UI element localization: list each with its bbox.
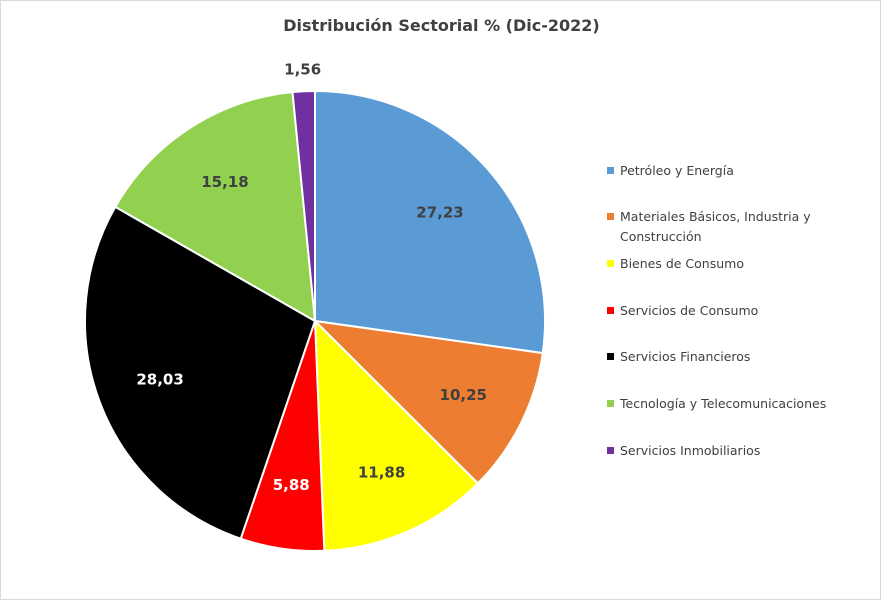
chart-title: Distribución Sectorial % (Dic-2022)	[283, 16, 600, 35]
legend-item: Tecnología y Telecomunicaciones	[607, 394, 847, 414]
data-label-1: 10,25	[440, 386, 487, 404]
legend-marker-icon	[607, 213, 614, 220]
legend-item: Materiales Básicos, Industria y Construc…	[607, 207, 847, 247]
data-label-6: 1,56	[284, 60, 321, 78]
legend-marker-icon	[607, 447, 614, 454]
data-label-2: 11,88	[358, 464, 405, 482]
legend-marker-icon	[607, 353, 614, 360]
legend-label: Tecnología y Telecomunicaciones	[620, 396, 827, 411]
data-label-0: 27,23	[416, 203, 463, 221]
legend-marker-icon	[607, 400, 614, 407]
legend-marker-icon	[607, 167, 614, 174]
pie-slice-6	[291, 89, 316, 322]
pie-slice-2	[313, 318, 480, 552]
legend-item: Bienes de Consumo	[607, 254, 847, 274]
legend-label: Materiales Básicos, Industria y Construc…	[620, 209, 811, 244]
data-label-3: 5,88	[273, 476, 310, 494]
data-label-5: 15,18	[201, 173, 248, 191]
legend-label: Bienes de Consumo	[620, 256, 744, 271]
legend-label: Servicios Financieros	[620, 349, 751, 364]
legend-label: Servicios Inmobiliarios	[620, 443, 761, 458]
legend-marker-icon	[607, 260, 614, 267]
legend-label: Petróleo y Energía	[620, 163, 734, 178]
pie-slice-0	[314, 89, 546, 355]
legend-label: Servicios de Consumo	[620, 303, 759, 318]
legend-item: Servicios de Consumo	[607, 301, 847, 321]
legend-item: Servicios Inmobiliarios	[607, 441, 847, 461]
legend-item: Petróleo y Energía	[607, 161, 847, 181]
pie-slice-5	[113, 91, 317, 323]
pie-slice-1	[312, 319, 544, 485]
legend-marker-icon	[607, 307, 614, 314]
pie-slice-4	[84, 205, 317, 540]
legend-item: Servicios Financieros	[607, 347, 847, 367]
data-label-4: 28,03	[136, 371, 183, 389]
